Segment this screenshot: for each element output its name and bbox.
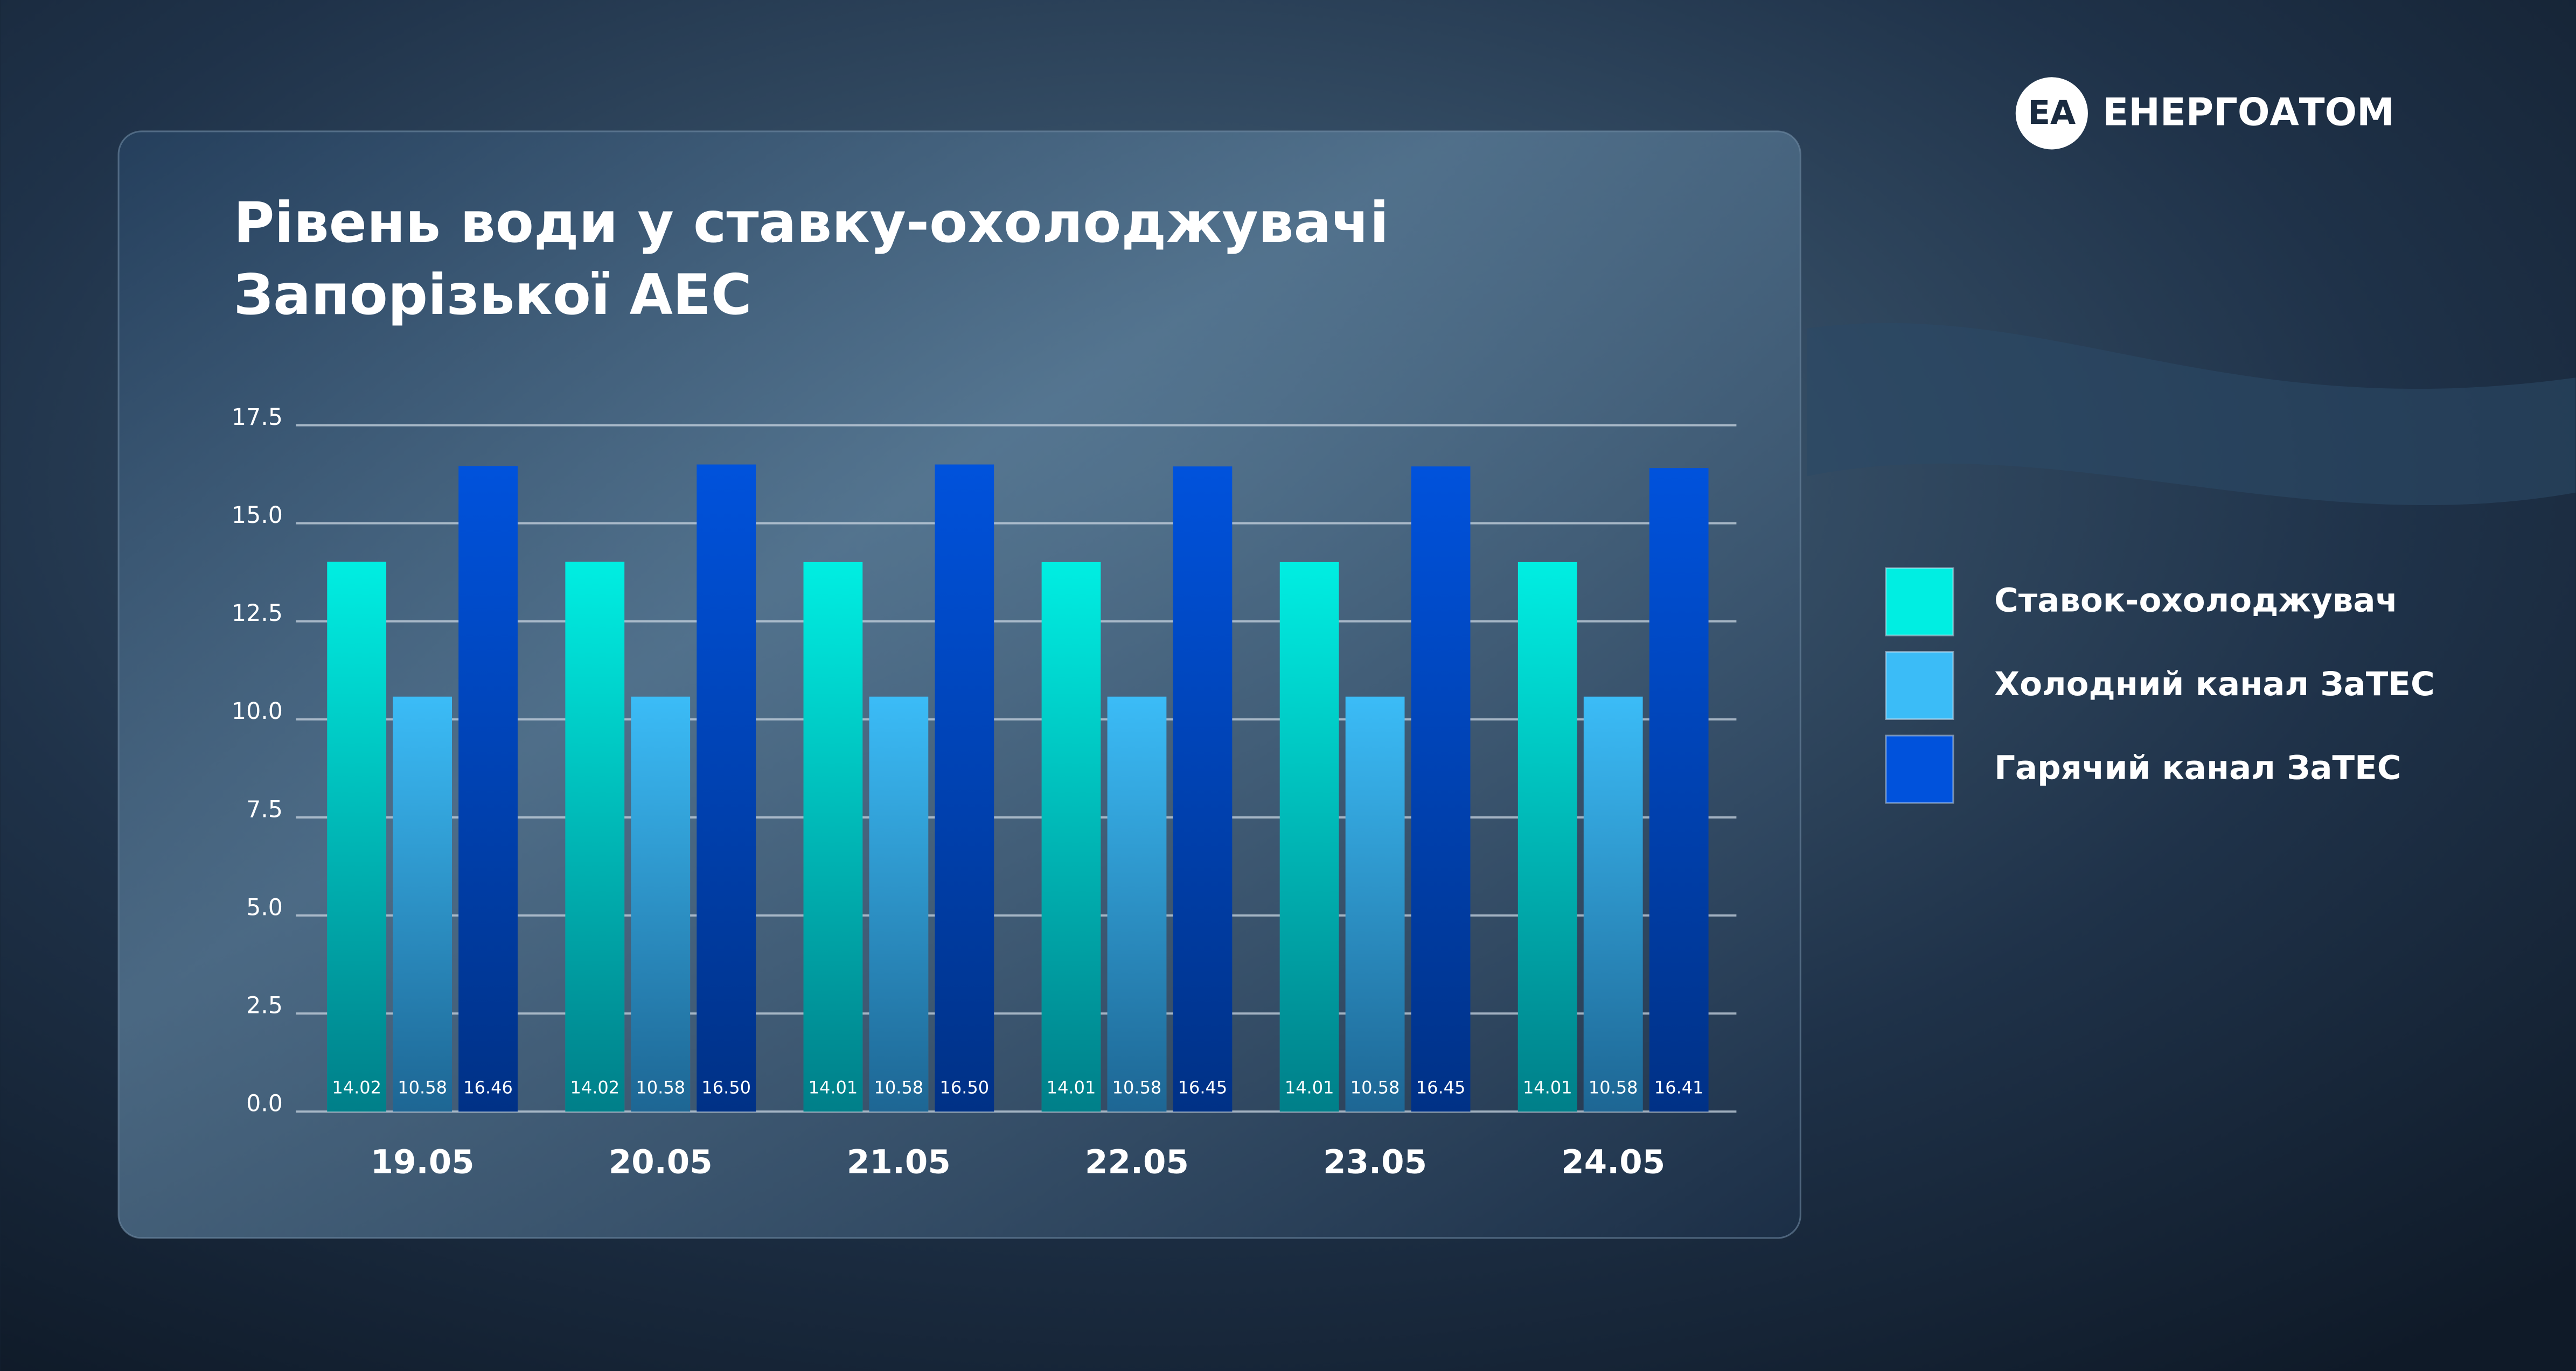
data-label: 16.45 [1178,1078,1228,1098]
x-tick-label: 22.05 [1085,1143,1189,1181]
data-label: 16.45 [1416,1078,1466,1098]
bar-shade [1173,466,1233,1112]
logo-icon [2015,77,2088,150]
bar-shade [1411,466,1471,1112]
legend-swatch [1885,567,1954,636]
bar-shade [1583,696,1643,1112]
logo-mark: ЕА [2028,94,2076,132]
y-tick-label: 10.0 [232,698,283,725]
x-tick-label: 21.05 [847,1143,951,1181]
bar-shade [803,562,863,1112]
bar-shade [393,696,452,1112]
legend-label: Ставок-охолоджувач [1994,582,2398,620]
bar-shade [458,466,518,1112]
x-tick-label: 20.05 [609,1143,713,1181]
y-tick-label: 15.0 [232,502,283,529]
data-label: 16.46 [463,1078,513,1098]
data-label: 16.50 [940,1078,990,1098]
y-tick-label: 5.0 [246,894,283,921]
bar-shade [1107,696,1167,1112]
bar-shade [565,562,625,1112]
bar-shade [1345,696,1405,1112]
bar-shade [1517,562,1577,1112]
data-label: 14.02 [570,1078,619,1098]
chart-title: Рівень води у ставку-охолоджувачі [233,191,1389,255]
data-label: 10.58 [1350,1078,1400,1098]
bar-shade [697,464,756,1112]
y-tick-label: 17.5 [232,404,283,431]
data-label: 14.01 [1523,1078,1572,1098]
background-river [1807,323,2576,506]
data-label: 14.01 [1285,1078,1334,1098]
data-label: 16.50 [701,1078,751,1098]
logo-text: ЕНЕРГОАТОМ [2102,90,2394,134]
data-label: 16.41 [1654,1078,1704,1098]
x-tick-label: 19.05 [371,1143,475,1181]
data-label: 10.58 [1589,1078,1638,1098]
data-label: 10.58 [874,1078,924,1098]
y-tick-label: 12.5 [232,600,283,627]
legend-swatch [1885,650,1954,721]
data-label: 14.01 [809,1078,858,1098]
bar-shade [1279,562,1339,1112]
x-tick-label: 24.05 [1561,1143,1665,1181]
bar-shade [1649,468,1709,1112]
data-label: 14.01 [1047,1078,1096,1098]
y-tick-label: 7.5 [246,796,283,823]
bar-shade [1041,562,1101,1112]
y-tick-label: 0.0 [246,1090,283,1117]
bar-shade [631,696,691,1112]
legend-label: Холодний канал ЗаТЕС [1994,665,2435,703]
y-tick-label: 2.5 [246,992,283,1019]
data-label: 14.02 [332,1078,381,1098]
bar-shade [327,562,387,1112]
data-label: 10.58 [636,1078,685,1098]
data-label: 10.58 [1112,1078,1162,1098]
x-tick-label: 23.05 [1323,1143,1427,1181]
chart-title: Запорізької АЕС [233,263,751,327]
legend-swatch [1885,735,1954,804]
bar-shade [869,696,929,1112]
data-label: 10.58 [398,1078,447,1098]
legend-label: Гарячий канал ЗаТЕС [1994,749,2401,787]
bar-shade [935,464,994,1112]
